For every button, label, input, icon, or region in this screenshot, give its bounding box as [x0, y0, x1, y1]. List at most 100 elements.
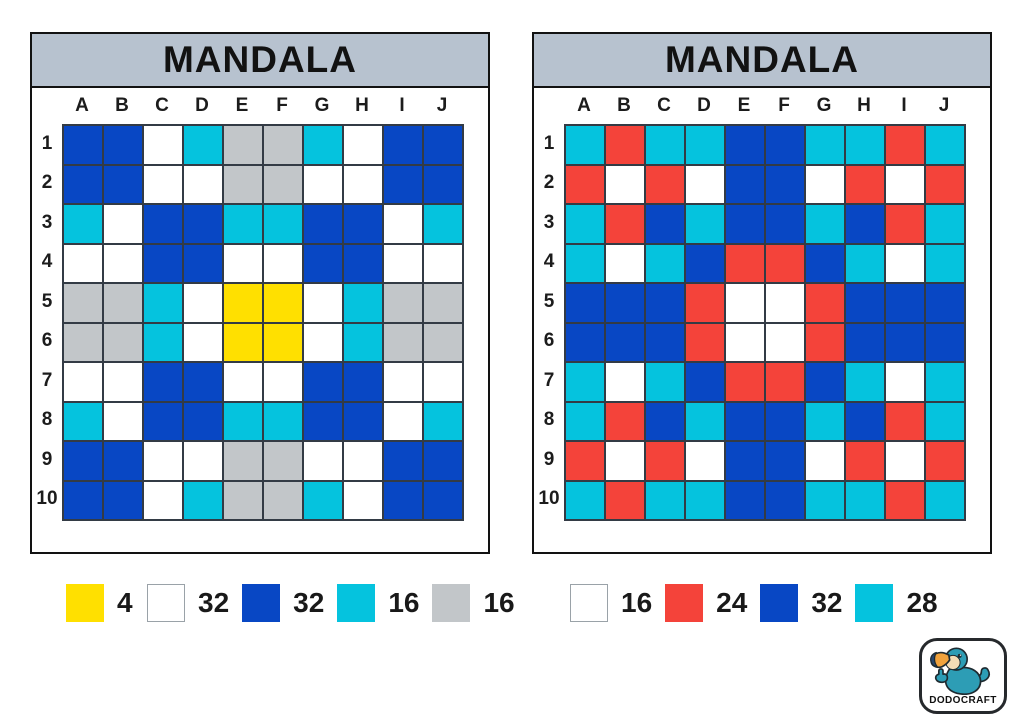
grid-cell-g1: [303, 125, 343, 165]
grid-cell-f5: [263, 283, 303, 323]
grid-cell-b8: [605, 401, 645, 441]
grid-cell-h8: [343, 401, 383, 441]
legend-count-cyan: 16: [388, 587, 420, 618]
grid-cell-d9: [685, 441, 725, 481]
grid-cell-d10: [183, 480, 223, 520]
grid-cell-b1: [605, 125, 645, 165]
grid-cell-g8: [805, 401, 845, 441]
grid-cell-f9: [765, 441, 805, 481]
grid-cell-j5: [925, 283, 965, 323]
grid-cell-i7: [383, 362, 423, 402]
grid-cell-e8: [223, 401, 263, 441]
grid-cell-f4: [765, 243, 805, 283]
grid-cell-h9: [343, 441, 383, 481]
legend-swatch-cyan: [855, 584, 894, 622]
grid-cell-a8: [565, 401, 605, 441]
grid-cell-h3: [845, 204, 885, 244]
grid-cell-i8: [383, 401, 423, 441]
grid-cell-d2: [183, 164, 223, 204]
grid-cell-h4: [343, 243, 383, 283]
grid-cell-a5: [565, 283, 605, 323]
card-title-left: MANDALA: [32, 34, 488, 88]
grid-cell-b7: [103, 362, 143, 402]
legend-swatch-cyan: [337, 584, 376, 622]
grid-cell-c4: [645, 243, 685, 283]
grid-cell-i1: [885, 125, 925, 165]
row-labels-right: 1 2 3 4 5 6 7 8 9 10: [534, 124, 564, 521]
column-label-g: G: [816, 95, 832, 116]
grid-cell-a4: [565, 243, 605, 283]
grid-cell-e7: [725, 362, 765, 402]
grid-cell-e9: [725, 441, 765, 481]
row-label-3: 3: [41, 211, 53, 233]
grid-cell-i5: [885, 283, 925, 323]
row-label-10: 10: [36, 488, 58, 510]
grid-cell-i8: [885, 401, 925, 441]
grid-cell-j10: [925, 480, 965, 520]
grid-cell-j4: [423, 243, 463, 283]
grid-cell-e10: [725, 480, 765, 520]
grid-cell-i9: [885, 441, 925, 481]
grid-cell-e5: [725, 283, 765, 323]
grid-cell-j3: [423, 204, 463, 244]
grid-cell-f4: [263, 243, 303, 283]
legend-swatch-white: [147, 584, 185, 622]
column-label-g: G: [314, 95, 330, 116]
grid-cell-e8: [725, 401, 765, 441]
grid-cell-e7: [223, 362, 263, 402]
grid-cell-d7: [183, 362, 223, 402]
row-label-9: 9: [41, 448, 53, 470]
grid-cell-j9: [423, 441, 463, 481]
row-label-8: 8: [543, 409, 555, 431]
grid-cell-j3: [925, 204, 965, 244]
grid-cell-g9: [805, 441, 845, 481]
legend-swatch-gray: [432, 584, 471, 622]
grid-cell-d1: [685, 125, 725, 165]
grid-cell-b9: [605, 441, 645, 481]
grid-cell-a6: [565, 322, 605, 362]
grid-cell-j7: [925, 362, 965, 402]
grid-cell-b10: [605, 480, 645, 520]
grid-wrap-right: 1 2 3 4 5 6 7 8 9 10: [534, 124, 990, 521]
grid-cell-c5: [645, 283, 685, 323]
grid-cell-h7: [845, 362, 885, 402]
grid-cell-b4: [605, 243, 645, 283]
row-label-4: 4: [543, 251, 555, 273]
grid-cell-h10: [343, 480, 383, 520]
legend-right: 16 24 32 28: [570, 584, 951, 622]
grid-cell-b5: [103, 283, 143, 323]
grid-cell-j6: [423, 322, 463, 362]
row-label-3: 3: [543, 211, 555, 233]
grid-cell-f2: [765, 164, 805, 204]
grid-cell-g10: [805, 480, 845, 520]
grid-cell-c6: [645, 322, 685, 362]
dodo-bird-icon: [930, 647, 990, 695]
column-label-e: E: [235, 95, 249, 116]
column-label-i: I: [901, 95, 907, 116]
legend-swatch-white: [570, 584, 608, 622]
grid-cell-f7: [765, 362, 805, 402]
grid-cell-c2: [645, 164, 685, 204]
column-label-d: D: [697, 95, 711, 116]
grid-cell-a3: [63, 204, 103, 244]
legend-item-gray: 16: [432, 584, 515, 622]
grid-cell-c3: [143, 204, 183, 244]
column-label-f: F: [276, 95, 288, 116]
grid-cell-j9: [925, 441, 965, 481]
grid-cell-a3: [565, 204, 605, 244]
column-label-i: I: [399, 95, 405, 116]
card-title-right: MANDALA: [534, 34, 990, 88]
grid-cell-i9: [383, 441, 423, 481]
grid-cell-f1: [263, 125, 303, 165]
column-label-j: J: [938, 95, 950, 116]
grid-cell-h1: [343, 125, 383, 165]
grid-cell-g4: [303, 243, 343, 283]
pixel-grid-left: [62, 124, 464, 521]
legend-item-red: 24: [665, 584, 747, 622]
grid-cell-b1: [103, 125, 143, 165]
legend-item-white: 32: [147, 584, 229, 622]
grid-cell-j10: [423, 480, 463, 520]
grid-cell-f3: [765, 204, 805, 244]
grid-cell-d2: [685, 164, 725, 204]
grid-cell-f8: [765, 401, 805, 441]
